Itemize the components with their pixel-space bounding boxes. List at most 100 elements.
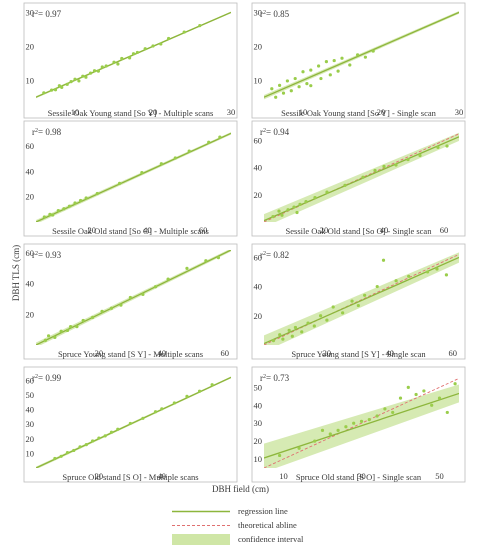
panel-frame [251,243,466,360]
data-point [444,273,449,277]
data-point [75,325,79,329]
data-point [46,334,51,338]
data-point [281,91,286,95]
y-tick-label: 40 [26,405,35,415]
data-point [391,410,395,415]
data-point [309,84,313,88]
data-point [336,428,340,432]
y-tick-label: 60 [254,136,263,146]
data-point [278,333,282,337]
panel-title: Sessile Oak Young stand [So Y] - Single … [281,108,437,118]
data-point [306,321,310,325]
data-point [185,266,189,270]
panel-title: Spruce Old stand [S O] - Multiple scans [62,472,198,482]
data-point [274,95,278,99]
legend-label-regression: regression line [238,506,288,516]
data-point [53,88,58,92]
data-point [151,44,155,48]
panel-frame [23,366,238,483]
y-tick-label: 30 [26,7,35,17]
panel-frame [251,2,466,119]
x-axis-label: DBH field (cm) [212,484,269,494]
data-point [305,82,309,86]
data-point [78,445,82,449]
data-point [89,71,93,75]
data-point [141,416,145,420]
data-point [414,392,418,397]
data-point [280,213,284,217]
data-point [356,303,360,308]
data-point [301,70,305,74]
data-point [60,85,64,89]
data-point [84,443,88,447]
y-tick-label: 10 [26,75,35,85]
data-point [84,75,88,79]
data-point [278,83,282,87]
theoretical-abline [264,377,459,468]
x-tick-label: 50 [435,471,444,481]
data-point [336,69,340,73]
data-point [182,30,186,34]
y-tick-label: 30 [254,418,263,428]
data-point [43,338,48,343]
x-tick-label: 20 [95,471,104,481]
theoretical-abline [264,253,459,345]
panel-frame [251,366,466,483]
panel-title: Sessile Oak Young stand [So Y] - Multipl… [48,108,214,118]
y-tick-label: 20 [26,41,35,51]
data-point [153,285,158,289]
data-point [51,213,55,217]
data-point [112,60,116,64]
data-point [68,325,73,329]
data-point [159,42,163,46]
x-tick-label: 10 [71,107,80,117]
y-tick-label: 20 [254,436,263,446]
data-point [328,432,332,436]
data-point [153,410,158,414]
data-point [77,79,81,83]
data-point [53,335,57,339]
y-tick-label: 40 [254,282,263,292]
data-point [91,315,95,320]
data-point [104,64,108,68]
data-point [216,256,221,260]
r2-label: r2= 0.98 [32,127,62,137]
data-point [100,309,104,313]
data-point [73,77,77,81]
data-point [445,144,449,148]
regression-line [264,392,459,459]
x-tick-label: 60 [448,348,457,358]
data-point [317,64,321,68]
data-point [435,267,439,271]
data-point [324,59,328,64]
confidence-band [264,384,459,468]
data-point [313,195,317,200]
data-point [48,212,52,216]
data-point [309,68,313,72]
data-point [128,295,132,300]
r2-label: r2= 0.94 [260,127,290,137]
data-point [295,210,299,215]
data-point [166,277,170,281]
data-point [84,196,88,200]
data-point [289,89,293,93]
data-point [312,324,316,328]
data-point [65,451,70,455]
regression-line [264,11,459,98]
data-point [361,175,365,179]
r2-label: r2= 0.99 [32,373,62,383]
data-point [270,87,274,91]
data-point [159,162,163,166]
y-tick-label: 20 [254,190,263,200]
data-point [117,181,122,185]
panel-title: Sessile Oak Old stand [So O] - Single sc… [286,226,433,236]
data-point [109,430,114,434]
x-tick-label: 10 [299,107,308,117]
data-point [430,403,434,407]
